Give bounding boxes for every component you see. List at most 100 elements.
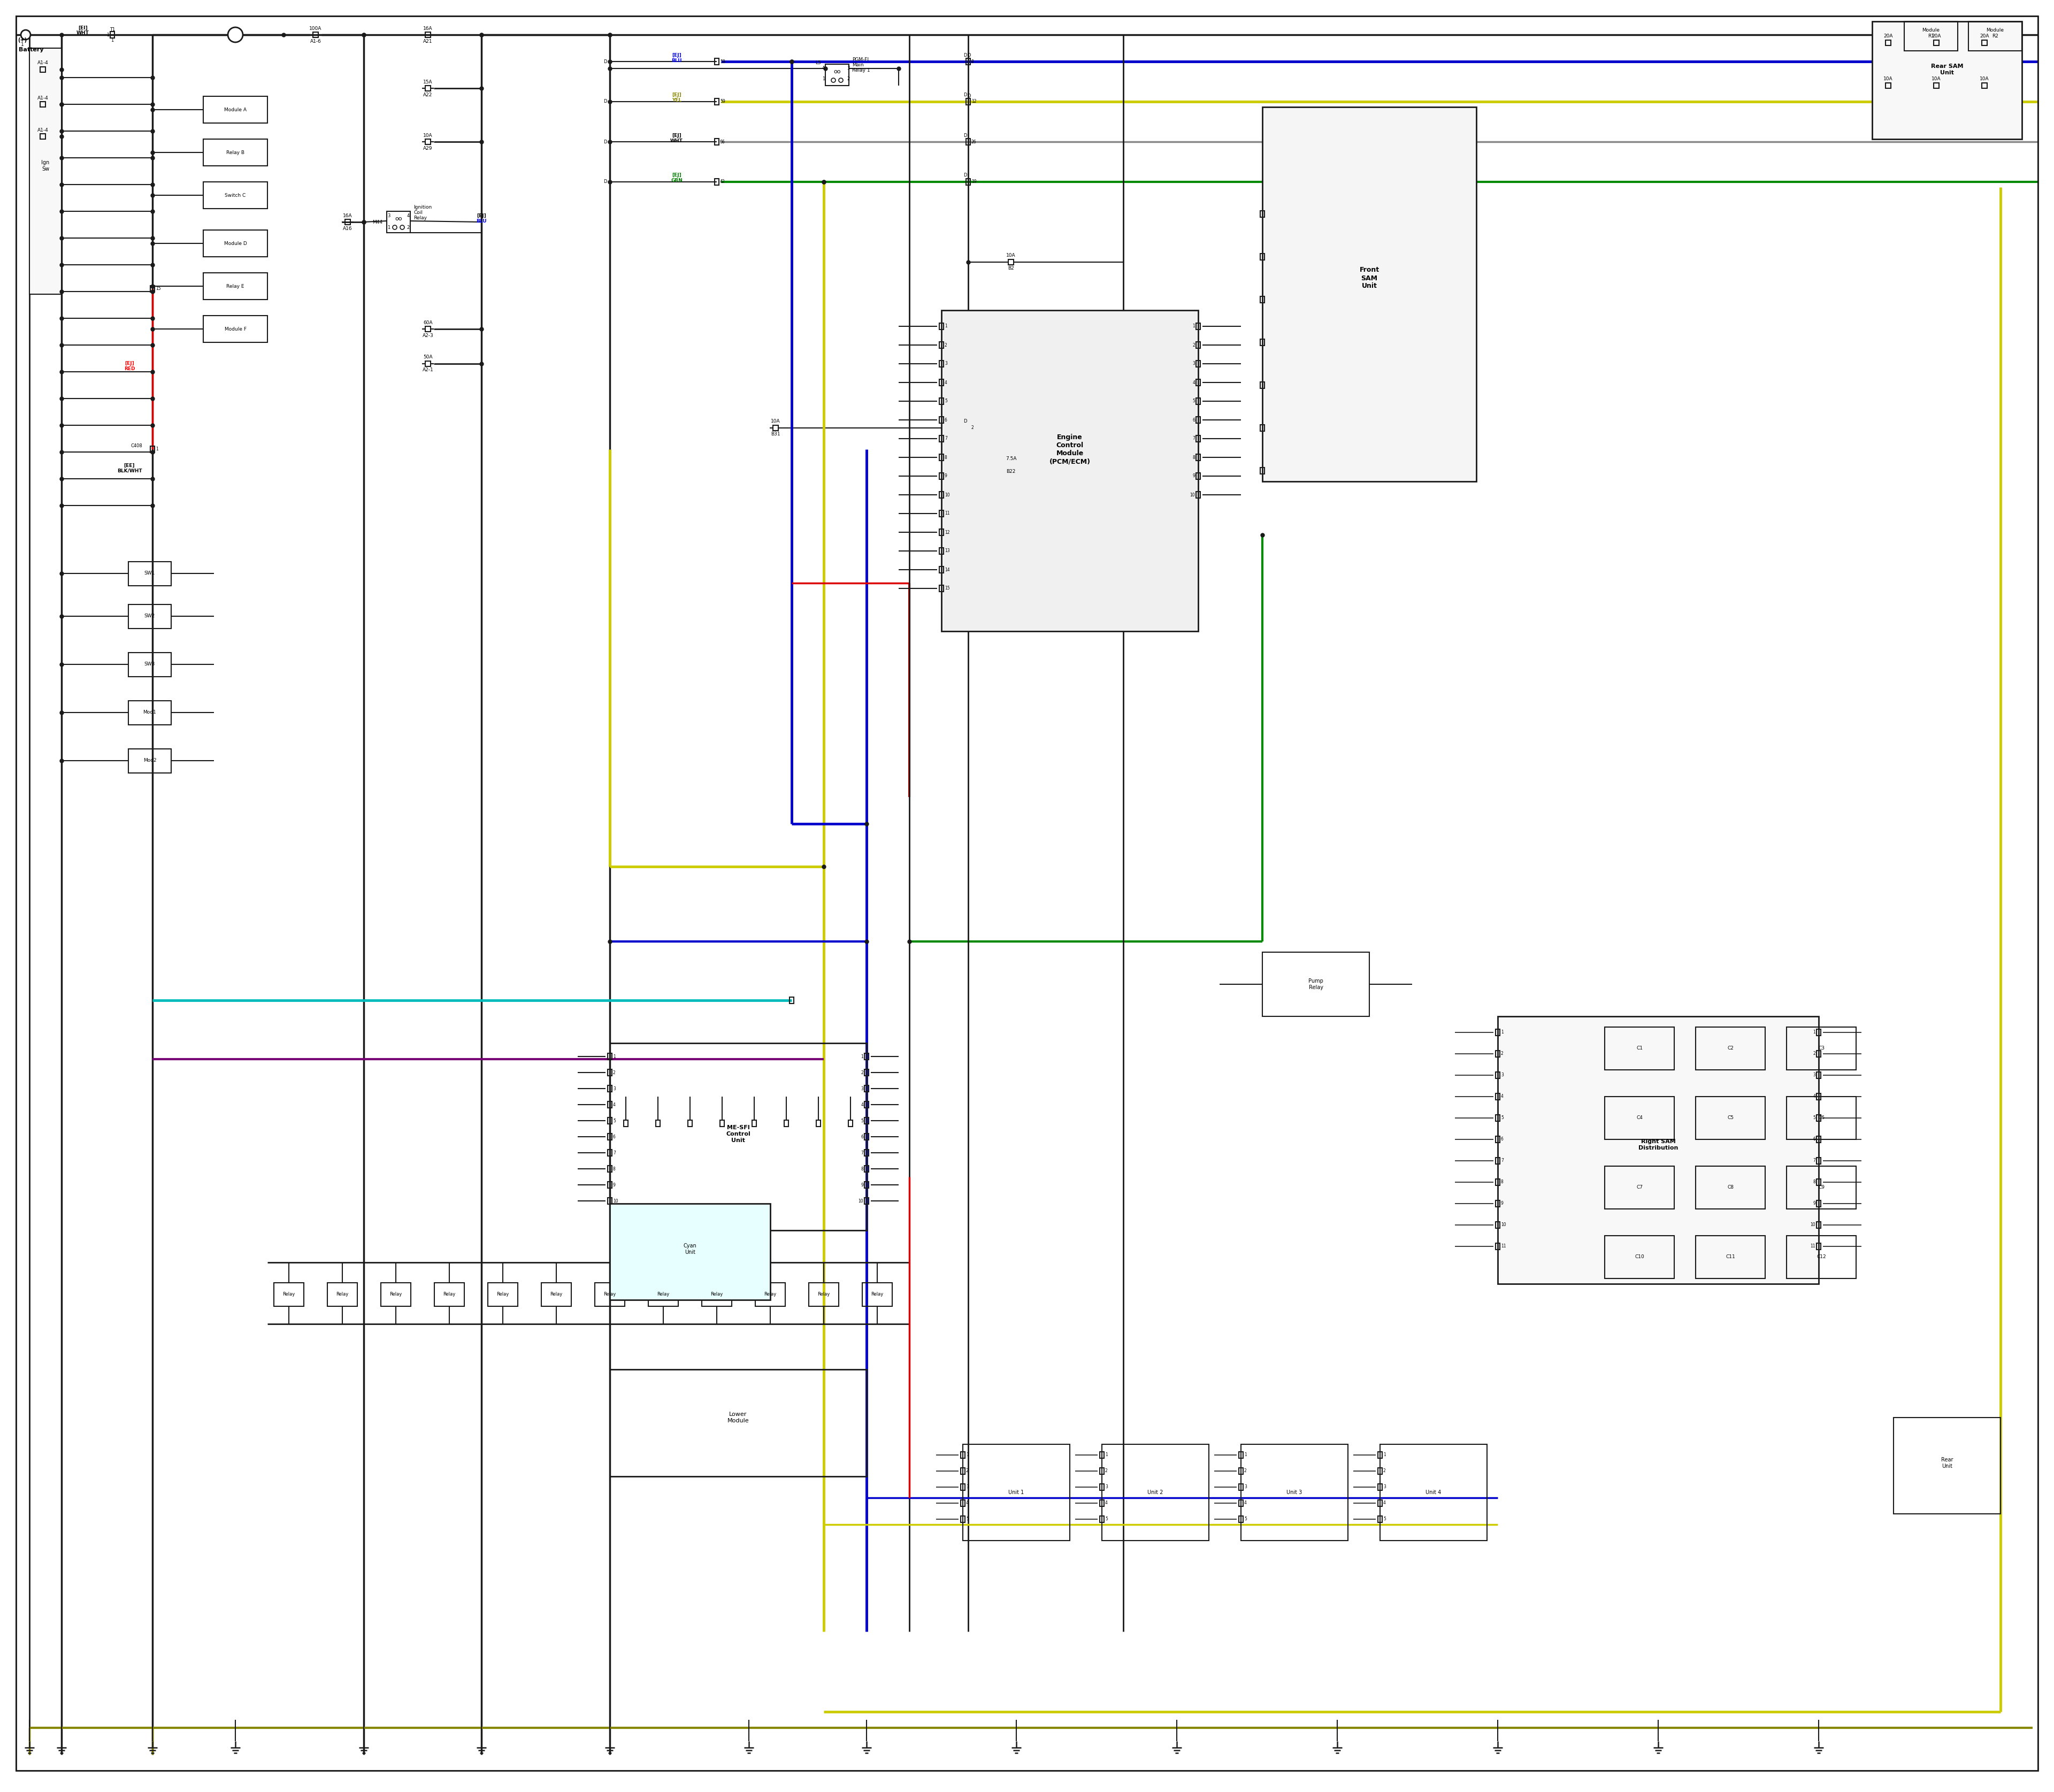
- Text: Unit 2: Unit 2: [1148, 1489, 1163, 1495]
- Bar: [1195, 435, 1200, 443]
- Text: (+): (+): [18, 38, 27, 43]
- Bar: [127, 652, 170, 677]
- Bar: [961, 1468, 965, 1475]
- Bar: [1099, 1516, 1105, 1523]
- Text: 4: 4: [1814, 1095, 1816, 1098]
- Text: D: D: [604, 99, 608, 104]
- Bar: [1933, 39, 1939, 45]
- Text: 2: 2: [945, 342, 947, 348]
- Bar: [1697, 1097, 1764, 1140]
- Bar: [865, 1197, 869, 1204]
- Text: L5: L5: [815, 61, 822, 66]
- Bar: [1495, 1201, 1499, 1206]
- Text: GRN: GRN: [672, 179, 682, 183]
- Bar: [1604, 1097, 1674, 1140]
- Text: 4: 4: [1105, 1500, 1107, 1505]
- Bar: [1239, 1452, 1243, 1459]
- Text: A1-4: A1-4: [37, 95, 49, 100]
- Bar: [425, 140, 431, 145]
- Bar: [608, 1118, 612, 1124]
- Bar: [1982, 39, 1986, 45]
- Text: 10A: 10A: [1980, 77, 1988, 82]
- Bar: [203, 181, 267, 208]
- Bar: [1904, 22, 1957, 50]
- Text: 50A: 50A: [423, 355, 433, 360]
- Bar: [939, 473, 943, 478]
- Text: 2: 2: [407, 226, 409, 229]
- Bar: [1099, 1484, 1105, 1491]
- Text: 10A: 10A: [770, 419, 781, 425]
- Circle shape: [392, 226, 396, 229]
- Bar: [327, 1283, 357, 1306]
- Text: Relay: Relay: [817, 1292, 830, 1297]
- Bar: [1195, 360, 1200, 367]
- Text: 5: 5: [1245, 1516, 1247, 1521]
- Bar: [865, 1165, 869, 1172]
- Text: 6: 6: [861, 1134, 863, 1140]
- Bar: [1816, 1093, 1820, 1100]
- Text: 20A: 20A: [1931, 34, 1941, 39]
- Text: 4: 4: [1245, 1500, 1247, 1505]
- Bar: [815, 1120, 820, 1127]
- Bar: [1239, 1484, 1243, 1491]
- Text: 9: 9: [861, 1183, 863, 1188]
- Text: 9: 9: [612, 1183, 616, 1188]
- Text: Right SAM
Distribution: Right SAM Distribution: [1639, 1140, 1678, 1150]
- Bar: [1099, 1452, 1105, 1459]
- Bar: [624, 1120, 629, 1127]
- Text: 7: 7: [1193, 435, 1195, 441]
- Text: A1-6: A1-6: [310, 39, 320, 43]
- Bar: [1604, 1027, 1674, 1070]
- Text: 11: 11: [1810, 1244, 1816, 1249]
- Text: Rear
Unit: Rear Unit: [1941, 1457, 1953, 1469]
- Text: M44: M44: [372, 220, 382, 224]
- Text: 7.5A: 7.5A: [1006, 457, 1017, 461]
- Bar: [29, 48, 62, 294]
- Text: 7: 7: [1501, 1158, 1504, 1163]
- Text: RED: RED: [123, 367, 136, 371]
- Bar: [41, 102, 45, 108]
- Text: Relay B: Relay B: [226, 151, 244, 154]
- Bar: [789, 996, 793, 1004]
- Bar: [425, 326, 431, 332]
- Bar: [1787, 1097, 1857, 1140]
- Text: 1: 1: [107, 32, 109, 38]
- Bar: [939, 398, 943, 405]
- Text: 1: 1: [1382, 1453, 1386, 1457]
- Text: C5: C5: [1727, 1116, 1734, 1120]
- Text: 1: 1: [965, 1453, 969, 1457]
- Text: 10: 10: [859, 1199, 863, 1202]
- Text: 3: 3: [846, 66, 850, 72]
- Text: BLU: BLU: [477, 219, 487, 224]
- Text: 12: 12: [945, 530, 949, 534]
- Text: C4: C4: [1637, 1116, 1643, 1120]
- Text: oo: oo: [394, 217, 403, 222]
- Bar: [127, 561, 170, 586]
- Bar: [1378, 1516, 1382, 1523]
- Bar: [939, 491, 943, 498]
- Bar: [1378, 1484, 1382, 1491]
- Text: 60A: 60A: [423, 321, 433, 324]
- Text: Module D: Module D: [224, 240, 246, 246]
- Text: 8: 8: [1814, 1179, 1816, 1185]
- Text: C9: C9: [1818, 1185, 1824, 1190]
- Text: Main: Main: [852, 63, 863, 68]
- Text: 9: 9: [1501, 1201, 1504, 1206]
- Circle shape: [838, 79, 842, 82]
- Text: 15: 15: [945, 586, 949, 591]
- Text: 2: 2: [1501, 1052, 1504, 1055]
- Bar: [1816, 1222, 1820, 1228]
- Bar: [965, 138, 969, 145]
- Bar: [1495, 1222, 1499, 1228]
- Bar: [715, 99, 719, 106]
- Bar: [939, 418, 943, 423]
- Bar: [965, 179, 969, 185]
- Bar: [41, 66, 45, 72]
- Bar: [1261, 253, 1265, 260]
- Text: WHT: WHT: [670, 138, 684, 143]
- Bar: [1195, 323, 1200, 330]
- Text: Battery: Battery: [18, 47, 43, 52]
- Bar: [865, 1054, 869, 1059]
- Text: 5: 5: [965, 1516, 969, 1521]
- Bar: [610, 1369, 867, 1477]
